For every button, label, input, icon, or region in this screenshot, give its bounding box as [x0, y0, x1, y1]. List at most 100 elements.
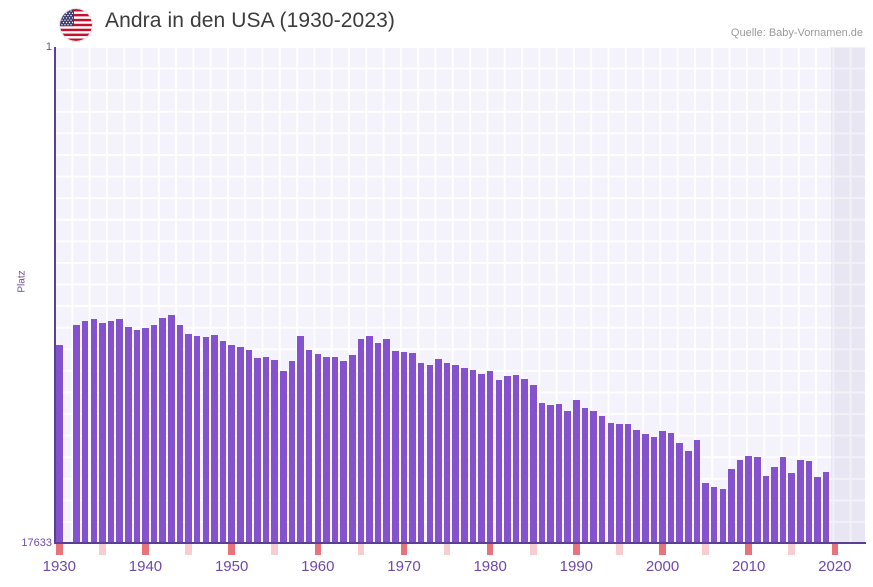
- bar[interactable]: [598, 416, 606, 543]
- bar[interactable]: [650, 437, 658, 543]
- bar[interactable]: [581, 408, 589, 543]
- bar[interactable]: [150, 325, 158, 543]
- bar[interactable]: [745, 456, 752, 543]
- x-tick-label: 1950: [214, 558, 249, 575]
- bar[interactable]: [754, 457, 761, 543]
- bar[interactable]: [555, 404, 563, 543]
- bar[interactable]: [607, 423, 615, 543]
- x-axis-tick: [608, 544, 615, 555]
- bar[interactable]: [81, 321, 89, 543]
- bar[interactable]: [349, 355, 356, 543]
- bar[interactable]: [219, 341, 227, 543]
- x-axis-tick-minor: [529, 544, 537, 555]
- bar[interactable]: [443, 363, 451, 543]
- x-axis-tick-major: [314, 544, 322, 555]
- bar[interactable]: [702, 483, 709, 543]
- bar[interactable]: [392, 351, 399, 543]
- bar[interactable]: [736, 460, 744, 543]
- bar[interactable]: [73, 325, 80, 543]
- bar[interactable]: [461, 368, 468, 543]
- bar[interactable]: [685, 451, 692, 543]
- bar[interactable]: [504, 376, 511, 543]
- bar[interactable]: [710, 487, 718, 543]
- bar[interactable]: [667, 433, 675, 543]
- bar[interactable]: [168, 315, 175, 543]
- bar[interactable]: [771, 467, 778, 543]
- bar[interactable]: [469, 370, 477, 543]
- x-axis-tick: [547, 544, 554, 555]
- x-axis-tick: [349, 544, 356, 555]
- bar[interactable]: [512, 375, 520, 543]
- bar[interactable]: [56, 345, 63, 543]
- bar[interactable]: [538, 403, 546, 543]
- bar[interactable]: [590, 411, 597, 543]
- bar[interactable]: [400, 352, 408, 543]
- bar[interactable]: [340, 361, 347, 543]
- bar[interactable]: [788, 473, 796, 543]
- bar[interactable]: [90, 319, 98, 543]
- bar[interactable]: [521, 379, 528, 543]
- bar[interactable]: [676, 443, 683, 543]
- bar[interactable]: [228, 345, 235, 543]
- bar[interactable]: [202, 337, 210, 543]
- bar[interactable]: [116, 319, 123, 543]
- bar[interactable]: [271, 360, 278, 543]
- bar[interactable]: [529, 385, 537, 543]
- bar[interactable]: [142, 328, 149, 543]
- bar[interactable]: [366, 336, 373, 543]
- bar[interactable]: [616, 424, 623, 543]
- x-axis-tick: [246, 544, 253, 555]
- bar[interactable]: [452, 365, 459, 543]
- bar[interactable]: [693, 440, 701, 543]
- bar[interactable]: [719, 489, 727, 543]
- bar[interactable]: [805, 461, 813, 543]
- bar[interactable]: [426, 365, 434, 543]
- bar[interactable]: [254, 358, 261, 543]
- bar[interactable]: [822, 472, 830, 543]
- bar[interactable]: [435, 359, 442, 543]
- bar[interactable]: [659, 431, 666, 543]
- bar[interactable]: [159, 318, 166, 543]
- bar[interactable]: [779, 457, 787, 543]
- x-axis-tick: [418, 544, 425, 555]
- bar[interactable]: [314, 354, 322, 543]
- bar[interactable]: [495, 380, 503, 543]
- bar[interactable]: [814, 477, 821, 543]
- bar[interactable]: [245, 350, 253, 543]
- bar[interactable]: [624, 424, 632, 543]
- x-axis-tick: [263, 544, 270, 555]
- bar[interactable]: [193, 336, 201, 543]
- bar[interactable]: [107, 321, 115, 543]
- bar[interactable]: [641, 434, 649, 543]
- x-axis-tick: [383, 544, 390, 555]
- bar[interactable]: [728, 469, 735, 543]
- bar[interactable]: [409, 353, 416, 543]
- bar[interactable]: [762, 476, 770, 543]
- bar[interactable]: [262, 357, 270, 543]
- bar[interactable]: [331, 357, 339, 543]
- bar[interactable]: [573, 400, 580, 543]
- bar[interactable]: [323, 357, 330, 543]
- bar[interactable]: [297, 336, 304, 543]
- bar[interactable]: [185, 334, 192, 543]
- bar[interactable]: [124, 327, 132, 543]
- bar[interactable]: [547, 405, 554, 543]
- bar[interactable]: [383, 339, 391, 543]
- bar[interactable]: [478, 374, 485, 543]
- bar[interactable]: [288, 361, 296, 543]
- bar[interactable]: [797, 460, 804, 543]
- bar[interactable]: [280, 371, 287, 543]
- bar[interactable]: [99, 323, 106, 543]
- bar[interactable]: [305, 350, 313, 543]
- bar[interactable]: [176, 325, 184, 543]
- bar[interactable]: [236, 347, 244, 543]
- bar[interactable]: [564, 411, 571, 543]
- bar[interactable]: [486, 371, 494, 543]
- bar[interactable]: [374, 343, 382, 543]
- x-tick-label: 1970: [387, 558, 421, 575]
- bar[interactable]: [417, 363, 425, 543]
- bar[interactable]: [211, 335, 218, 543]
- bar[interactable]: [133, 330, 141, 543]
- bar[interactable]: [357, 339, 365, 543]
- bar[interactable]: [633, 430, 640, 543]
